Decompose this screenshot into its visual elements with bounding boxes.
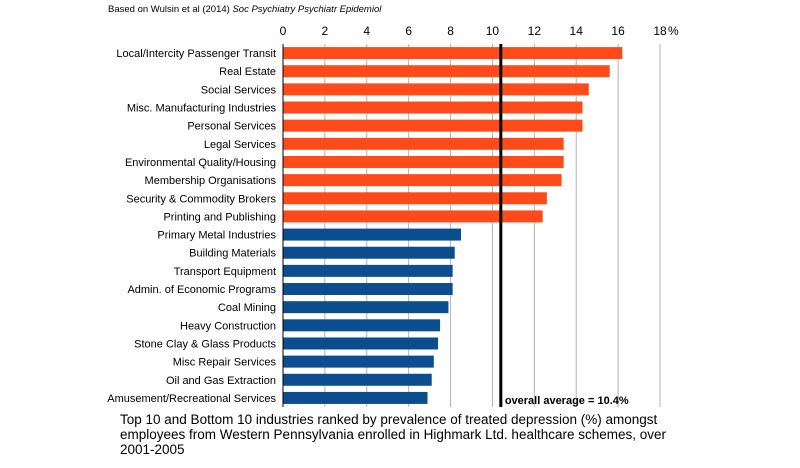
bar xyxy=(283,246,455,259)
bar xyxy=(283,337,438,350)
category-label: Social Services xyxy=(201,84,277,96)
x-tick-label: 6 xyxy=(405,24,412,38)
average-line-label: overall average = 10.4% xyxy=(505,395,629,407)
bar xyxy=(283,301,449,314)
bar-chart: 0 2 4 6 8 10 12 14 16 18 % Local/Intercity Passenge… xyxy=(107,24,679,407)
category-label: Stone Clay & Glass Products xyxy=(134,338,276,350)
bar xyxy=(283,319,441,332)
bar xyxy=(283,373,432,386)
bar xyxy=(283,47,623,60)
x-tick-label: 4 xyxy=(363,24,370,38)
chart-caption: Top 10 and Bottom 10 industries ranked b… xyxy=(120,412,667,457)
x-tick-label: 16 xyxy=(611,24,625,38)
category-label: Misc. Manufacturing Industries xyxy=(127,103,277,115)
source-prefix: Based on Wulsin et al (2014) xyxy=(108,4,233,15)
x-unit-label: % xyxy=(668,24,679,38)
category-label: Oil and Gas Extraction xyxy=(166,375,276,387)
bar xyxy=(283,283,453,296)
bar xyxy=(283,65,610,78)
bar xyxy=(283,264,453,277)
x-tick-label: 14 xyxy=(570,24,584,38)
bar xyxy=(283,355,434,368)
x-tick-label: 10 xyxy=(486,24,500,38)
bar xyxy=(283,210,543,223)
x-tick-label: 8 xyxy=(447,24,454,38)
category-label: Real Estate xyxy=(219,66,276,78)
source-note: Based on Wulsin et al (2014) Soc Psychia… xyxy=(108,4,381,15)
category-label: Environmental Quality/Housing xyxy=(125,157,276,169)
category-label: Transport Equipment xyxy=(174,266,276,278)
x-tick-label: 0 xyxy=(280,24,287,38)
bar xyxy=(283,83,589,96)
bar xyxy=(283,119,583,132)
x-tick-label: 2 xyxy=(322,24,329,38)
category-label: Amusement/Recreational Services xyxy=(107,393,276,405)
category-label: Local/Intercity Passenger Transit xyxy=(116,48,276,60)
category-label: Membership Organisations xyxy=(145,175,277,187)
category-label: Misc Repair Services xyxy=(173,357,277,369)
category-label: Personal Services xyxy=(187,121,276,133)
category-label: Primary Metal Industries xyxy=(157,230,276,242)
bar xyxy=(283,228,462,241)
bar xyxy=(283,391,428,404)
bar xyxy=(283,192,547,205)
category-label: Security & Commodity Brokers xyxy=(126,193,276,205)
x-tick-label: 12 xyxy=(528,24,542,38)
bar xyxy=(283,155,564,168)
bar xyxy=(283,174,562,187)
bar xyxy=(283,101,583,114)
bar xyxy=(283,137,564,150)
source-journal: Soc Psychiatry Psychiatr Epidemiol xyxy=(232,4,382,15)
category-label: Legal Services xyxy=(204,139,277,151)
category-label: Printing and Publishing xyxy=(163,211,276,223)
x-tick-label: 18 xyxy=(653,24,667,38)
category-label: Admin. of Economic Programs xyxy=(127,284,276,296)
category-label: Heavy Construction xyxy=(180,320,276,332)
category-label: Coal Mining xyxy=(218,302,276,314)
category-label: Building Materials xyxy=(189,248,276,260)
